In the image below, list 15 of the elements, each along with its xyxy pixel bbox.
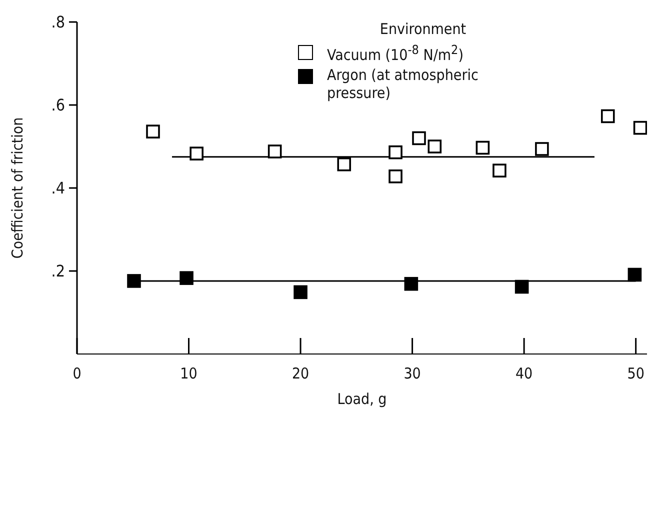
x-tick-label: 40 bbox=[515, 364, 533, 383]
y-tick-label: .6 bbox=[51, 96, 65, 115]
legend-title: Environment bbox=[378, 20, 468, 38]
legend-label: Argon (at atmospheric pressure) bbox=[327, 66, 480, 102]
legend-label: Vacuum (10$^{-8}$ N/m$^{2}$) bbox=[327, 42, 464, 64]
y-tick-label: .8 bbox=[51, 12, 65, 32]
y-tick-label: .4 bbox=[51, 178, 65, 198]
y-tick-label: .2 bbox=[51, 262, 65, 281]
x-tick-label: 50 bbox=[627, 364, 644, 383]
x-tick-label: 30 bbox=[404, 364, 421, 383]
y-axis-title: Coefficient of friction bbox=[8, 117, 26, 259]
x-tick-label: 10 bbox=[180, 364, 198, 383]
x-axis-title: Load, g bbox=[337, 390, 387, 408]
x-tick-label: 0 bbox=[72, 364, 82, 383]
x-tick-label: 20 bbox=[292, 364, 310, 383]
